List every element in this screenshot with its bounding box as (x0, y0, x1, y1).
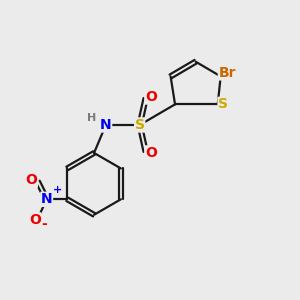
Text: -: - (41, 217, 47, 231)
Text: O: O (145, 90, 157, 104)
Text: N: N (41, 192, 52, 206)
Text: Br: Br (218, 66, 236, 80)
Text: +: + (53, 185, 62, 195)
Text: H: H (87, 113, 96, 124)
Text: O: O (145, 146, 157, 160)
Text: S: S (135, 118, 145, 132)
Text: S: S (218, 98, 228, 111)
Text: N: N (100, 118, 112, 132)
Text: O: O (29, 213, 41, 227)
Text: O: O (26, 173, 37, 187)
